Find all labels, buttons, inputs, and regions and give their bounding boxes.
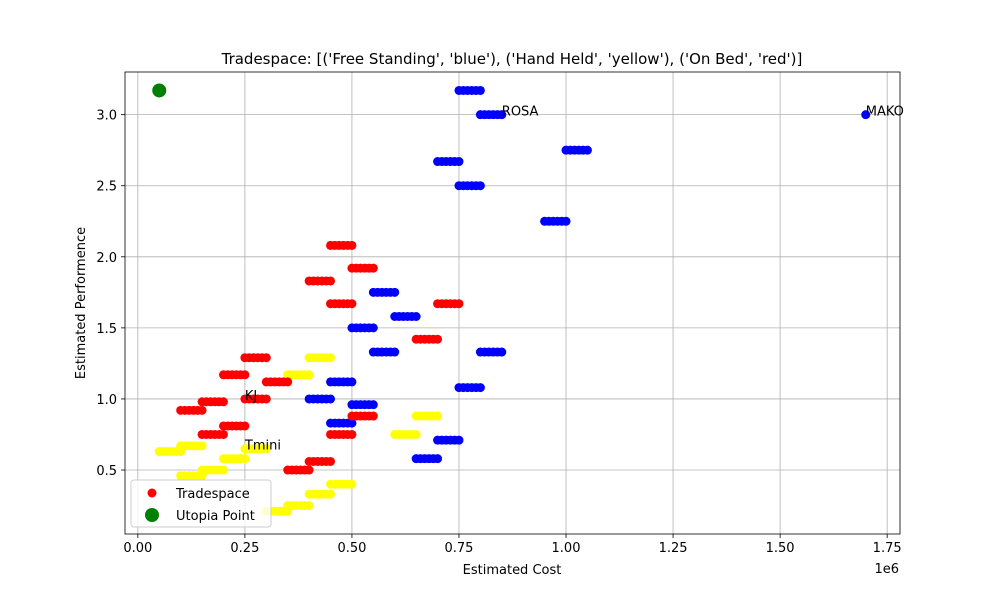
data-point-hand-held (326, 353, 336, 363)
point-annotation: ROSA (502, 105, 539, 120)
legend-marker-tradespace (147, 488, 157, 498)
data-point-free-standing (475, 181, 485, 191)
data-point-on-bed (197, 405, 207, 415)
chart-title: Tradespace: [('Free Standing', 'blue'), … (221, 50, 803, 68)
plot-frame (124, 71, 901, 535)
y-axis-label: Estimated Performence (74, 227, 89, 379)
data-point-on-bed (261, 353, 271, 363)
data-point-on-bed (283, 377, 293, 387)
data-point-on-bed (304, 465, 314, 475)
data-point-free-standing (368, 400, 378, 410)
data-point-on-bed (454, 299, 464, 309)
data-point-on-bed (368, 263, 378, 273)
data-point-on-bed (326, 276, 336, 286)
x-axis-ticks: 0.00 0.25 0.50 0.75 1.00 1.25 1.50 1.75 (123, 534, 902, 556)
data-point-free-standing (582, 145, 592, 155)
y-tick-label: 2.5 (96, 180, 117, 195)
legend-marker-utopia-point (145, 508, 159, 522)
data-point-free-standing (433, 454, 443, 464)
x-axis-label: Estimated Cost (463, 563, 562, 578)
x-tick-label: 0.75 (445, 541, 474, 556)
legend-label-tradespace: Tradespace (175, 487, 250, 502)
data-point-hand-held (304, 370, 314, 380)
data-point-free-standing (475, 85, 485, 95)
data-point-free-standing (390, 347, 400, 357)
data-point-hand-held (197, 441, 207, 451)
data-point-free-standing (347, 377, 357, 387)
data-point-on-bed (218, 397, 228, 407)
x-tick-label: 0.00 (123, 541, 152, 556)
data-point-free-standing (497, 110, 507, 120)
data-point-free-standing (368, 323, 378, 333)
data-point-free-standing (454, 435, 464, 445)
x-tick-label: 1.75 (873, 541, 902, 556)
utopia-point-marker (152, 83, 167, 98)
data-point-free-standing (497, 347, 507, 357)
data-point-on-bed (347, 299, 357, 309)
data-point-hand-held (218, 465, 228, 475)
x-tick-label: 0.50 (337, 541, 366, 556)
point-annotation: KJ (245, 389, 257, 404)
y-tick-label: 3.0 (96, 109, 117, 124)
grid-lines (125, 72, 900, 534)
y-tick-label: 2.0 (96, 251, 117, 266)
data-point-free-standing (475, 383, 485, 393)
data-point-free-standing (411, 312, 421, 322)
x-tick-label: 1.00 (552, 541, 581, 556)
data-point-on-bed (433, 334, 443, 344)
data-point-hand-held (304, 501, 314, 511)
data-point-hand-held (240, 454, 250, 464)
x-tick-label: 0.25 (230, 541, 259, 556)
data-point-hand-held (176, 447, 186, 457)
y-tick-label: 1.0 (96, 393, 117, 408)
legend-label-utopia-point: Utopia Point (176, 509, 255, 524)
data-point-free-standing (561, 216, 571, 226)
data-points (152, 83, 871, 516)
point-annotation: MAKO (866, 105, 904, 120)
y-axis-ticks: 0.5 1.0 1.5 2.0 2.5 3.0 (96, 109, 125, 479)
data-point-hand-held (261, 444, 271, 454)
legend: Tradespace Utopia Point (130, 479, 272, 528)
x-tick-label: 1.25 (659, 541, 688, 556)
data-point-free-standing (390, 287, 400, 297)
data-point-free-standing (326, 394, 336, 404)
data-point-hand-held (326, 489, 336, 499)
y-tick-label: 1.5 (96, 322, 117, 337)
x-tick-label: 1.50 (766, 541, 795, 556)
data-point-free-standing (347, 418, 357, 428)
data-point-free-standing (454, 157, 464, 167)
data-point-on-bed (368, 411, 378, 421)
x-axis-offset-label: 1e6 (874, 562, 899, 577)
data-point-hand-held (347, 479, 357, 489)
y-tick-label: 0.5 (96, 464, 117, 479)
data-point-hand-held (283, 506, 293, 516)
data-point-on-bed (326, 457, 336, 467)
data-point-hand-held (433, 411, 443, 421)
data-point-free-standing (861, 110, 871, 120)
point-annotations: ROSA MAKO KJ Tmini (244, 105, 904, 454)
data-point-on-bed (261, 394, 271, 404)
data-point-hand-held (411, 429, 421, 439)
data-point-on-bed (218, 429, 228, 439)
data-point-on-bed (347, 429, 357, 439)
point-annotation: Tmini (244, 439, 281, 454)
data-point-hand-held (197, 471, 207, 481)
data-point-on-bed (240, 421, 250, 431)
legend-box (130, 479, 272, 528)
data-point-on-bed (347, 240, 357, 250)
data-point-on-bed (240, 370, 250, 380)
